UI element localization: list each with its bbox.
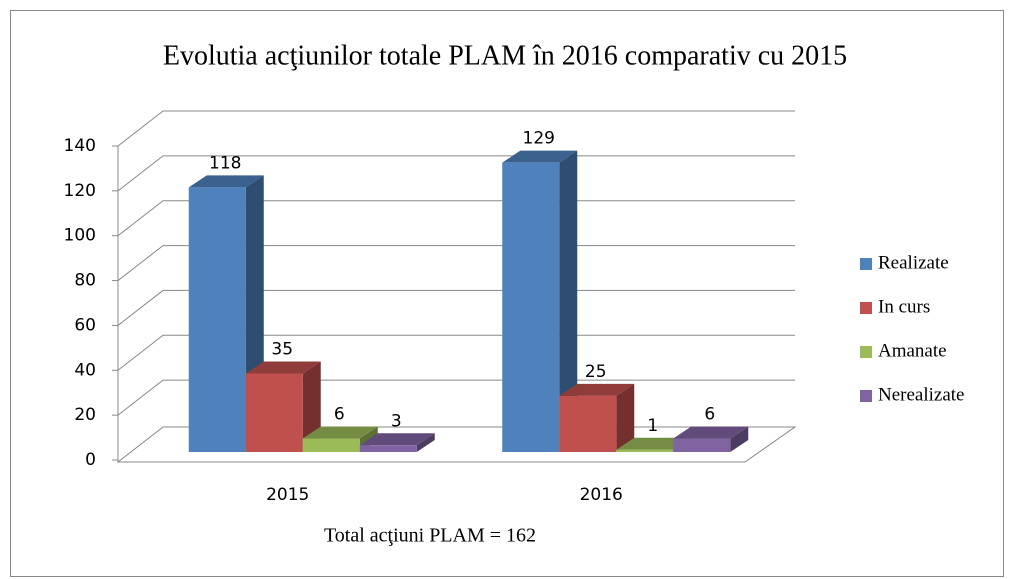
x-tick-label: 2016 <box>580 485 623 505</box>
bar-top <box>359 433 435 446</box>
bar-top <box>302 426 378 439</box>
floor <box>116 426 797 463</box>
legend-swatch <box>860 302 872 314</box>
legend-label: Nerealizate <box>878 384 964 405</box>
bar-front <box>559 395 617 452</box>
bar-front <box>359 445 417 452</box>
bar <box>245 361 321 452</box>
bar-top <box>559 383 635 396</box>
data-label: 118 <box>209 153 241 173</box>
y-tick-label: 0 <box>85 450 96 470</box>
y-tick-label: 40 <box>74 360 96 380</box>
x-tick-label: 2015 <box>266 485 309 505</box>
bar-front <box>502 162 560 452</box>
grid-line <box>117 379 795 416</box>
bar <box>559 383 635 452</box>
bar-front <box>245 373 303 452</box>
y-tick-label: 120 <box>64 181 96 201</box>
legend-swatch <box>860 258 872 270</box>
grid-line <box>117 289 795 326</box>
y-tick-label: 100 <box>64 226 96 246</box>
bar-front <box>673 438 731 452</box>
y-tick-label: 140 <box>64 136 96 156</box>
bar-front <box>302 438 360 452</box>
data-label: 129 <box>523 129 555 149</box>
bar-side <box>559 150 578 452</box>
legend-label: In curs <box>878 296 930 317</box>
legend-swatch <box>860 390 872 402</box>
data-label: 35 <box>271 340 293 360</box>
bar-top <box>673 426 749 439</box>
grid-line <box>117 245 795 281</box>
bar-top <box>245 361 321 374</box>
bar <box>359 433 435 452</box>
y-tick-label: 20 <box>74 405 96 425</box>
legend-label: Realizate <box>878 252 949 273</box>
grid-line <box>117 155 795 192</box>
legend-label: Amanate <box>878 340 947 361</box>
bar-side <box>302 361 321 452</box>
data-label: 3 <box>391 411 402 431</box>
data-label: 25 <box>585 362 607 382</box>
grid-line <box>117 334 795 371</box>
bar-top <box>502 150 578 163</box>
grid-line <box>117 200 795 237</box>
bar <box>502 150 578 452</box>
chart-title: Evolutia acţiunilor totale PLAM în 2016 … <box>163 40 847 71</box>
x-axis-label: Total acţiuni PLAM = 162 <box>324 525 536 547</box>
data-label: 1 <box>647 416 658 436</box>
y-tick-label: 60 <box>74 315 96 335</box>
legend-swatch <box>860 346 872 358</box>
data-label: 6 <box>334 405 345 425</box>
y-tick-label: 80 <box>74 271 96 291</box>
bar-front <box>616 449 674 452</box>
bar-top <box>616 437 692 450</box>
grid-line <box>117 110 795 147</box>
bar-side <box>416 433 435 452</box>
bar-top <box>188 175 264 188</box>
bar-side <box>730 426 749 452</box>
bar-front <box>188 187 246 453</box>
bar <box>673 426 749 452</box>
bar-side <box>616 383 635 452</box>
data-label: 6 <box>704 405 715 425</box>
